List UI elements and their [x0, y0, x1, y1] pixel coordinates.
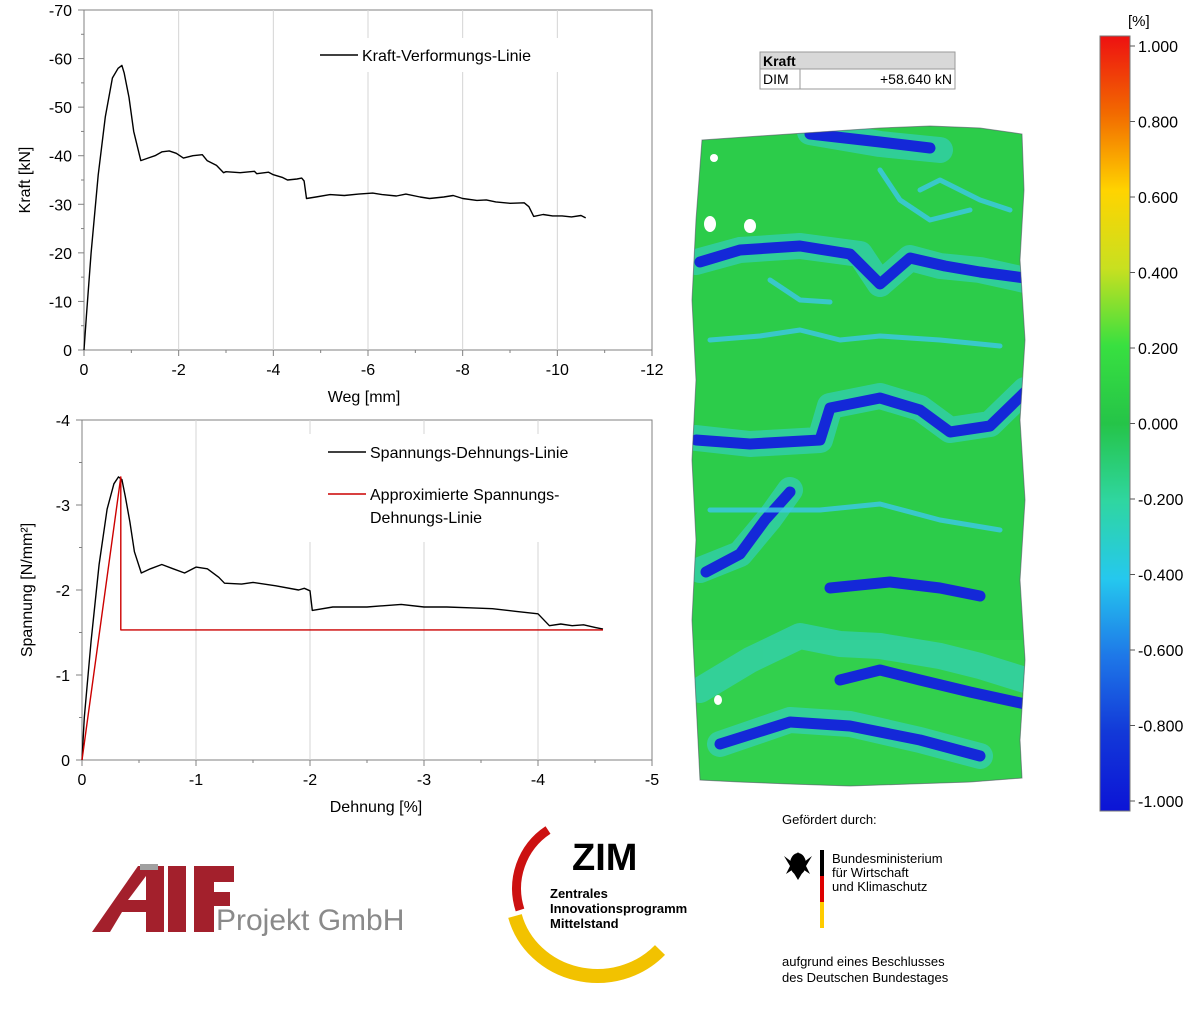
y-tick-label: 0	[61, 753, 70, 770]
legend-label: Kraft-Verformungs-Linie	[362, 48, 531, 65]
y-tick-label: -10	[49, 294, 72, 311]
y-axis-label: Kraft [kN]	[17, 147, 34, 214]
x-tick-label: -4	[266, 362, 280, 379]
x-tick-label: -1	[189, 772, 203, 789]
series-layer	[83, 64, 587, 351]
zim-line-2: Innovationsprogramm	[550, 901, 687, 916]
legend-label-approx-2: Dehnungs-Linie	[370, 510, 482, 527]
y-tick-label: -50	[49, 100, 72, 117]
y-tick-label: -2	[56, 583, 70, 600]
scale-label: -1.000	[1138, 794, 1183, 811]
ministry-line-3: und Klimaschutz	[832, 879, 927, 894]
stress-strain-chart: 0 -1 -2 -3 -4 -5 0 -1 -2 -3 -4 Spannungs-Dehnungs-…	[19, 413, 659, 816]
scale-label: 0.800	[1138, 115, 1178, 132]
eagle-icon	[784, 852, 812, 880]
scale-label: -0.200	[1138, 492, 1183, 509]
scale-labels: 1.000 0.800 0.600 0.400 0.200 0.000 -0.200 -0.4…	[1130, 39, 1183, 811]
x-tick-label: -12	[640, 362, 663, 379]
sponsor-logos: Projekt GmbH ZIM Zentrales Innovationspr…	[92, 812, 949, 985]
bundestag-line-1: aufgrund eines Beschlusses	[782, 954, 945, 969]
series-layer	[81, 476, 604, 761]
axis-ticks: 0 -2 -4 -6 -8 -10 -12 0 -10 -20 -30 -40 -50 -60 -70	[49, 3, 664, 379]
zim-title: ZIM	[572, 837, 637, 879]
aif-logo: Projekt GmbH	[92, 864, 404, 937]
x-tick-label: -8	[456, 362, 470, 379]
x-axis-label: Weg [mm]	[328, 389, 401, 406]
legend-label-measured: Spannungs-Dehnungs-Linie	[370, 445, 568, 462]
scale-label: -0.600	[1138, 643, 1183, 660]
y-tick-label: -70	[49, 3, 72, 20]
aif-text: Projekt GmbH	[216, 904, 404, 937]
bmwk-logo: Gefördert durch: Bundesministerium für W…	[782, 812, 949, 985]
scale-bar	[1099, 35, 1131, 812]
ministry-line-1: Bundesministerium	[832, 851, 943, 866]
force-row-label: DIM	[763, 71, 789, 87]
force-value: +58.640 kN	[880, 71, 952, 87]
x-tick-label: -6	[361, 362, 375, 379]
force-label: Kraft	[763, 53, 796, 69]
series-line-2	[81, 476, 603, 761]
y-tick-label: -60	[49, 52, 72, 69]
y-tick-label: -30	[49, 197, 72, 214]
x-tick-label: -5	[645, 772, 659, 789]
force-row	[759, 68, 956, 90]
x-tick-label: 0	[80, 362, 89, 379]
x-tick-label: -2	[303, 772, 317, 789]
specimen-strain-field	[692, 126, 1025, 786]
dic-strain-view: Kraft DIM +58.640 kN	[691, 51, 1026, 787]
x-axis-label: Dehnung [%]	[330, 799, 423, 816]
y-axis-label: Spannung [N/mm²]	[19, 523, 36, 657]
zim-line-3: Mittelstand	[550, 916, 619, 931]
scale-label: 0.000	[1138, 417, 1178, 434]
y-tick-label: -1	[56, 668, 70, 685]
scale-label: 1.000	[1138, 39, 1178, 56]
x-tick-label: -3	[417, 772, 431, 789]
scale-label: -0.800	[1138, 719, 1183, 736]
legend-label-approx-1: Approximierte Spannungs-	[370, 487, 559, 504]
y-tick-label: -20	[49, 246, 72, 263]
scale-label: 0.200	[1138, 341, 1178, 358]
x-tick-label: -2	[172, 362, 186, 379]
force-displacement-chart: 0 -2 -4 -6 -8 -10 -12 0 -10 -20 -30 -40 -50 -60 -70 Kr…	[17, 3, 664, 406]
scale-label: -0.400	[1138, 568, 1183, 585]
y-tick-label: -3	[56, 498, 70, 515]
y-tick-label: 0	[63, 343, 72, 360]
ministry-line-2: für Wirtschaft	[832, 865, 909, 880]
zim-logo: ZIM Zentrales Innovationsprogramm Mittel…	[508, 826, 687, 983]
color-scale: [%] 1.000 0.800 0.600 0.400 0.200 0.000 -0.200…	[1099, 13, 1183, 812]
specimen-outline	[691, 125, 1026, 787]
zim-line-1: Zentrales	[550, 886, 608, 901]
series-line-1	[83, 64, 587, 351]
scale-unit: [%]	[1128, 13, 1150, 30]
y-tick-label: -40	[49, 149, 72, 166]
funded-by-text: Gefördert durch:	[782, 812, 877, 827]
x-tick-label: 0	[78, 772, 87, 789]
axis-ticks: 0 -1 -2 -3 -4 -5 0 -1 -2 -3 -4	[56, 413, 659, 789]
bundestag-line-2: des Deutschen Bundestages	[782, 970, 949, 985]
scale-label: 0.600	[1138, 190, 1178, 207]
x-tick-label: -10	[546, 362, 569, 379]
y-tick-label: -4	[56, 413, 70, 430]
x-tick-label: -4	[531, 772, 545, 789]
scale-label: 0.400	[1138, 266, 1178, 283]
